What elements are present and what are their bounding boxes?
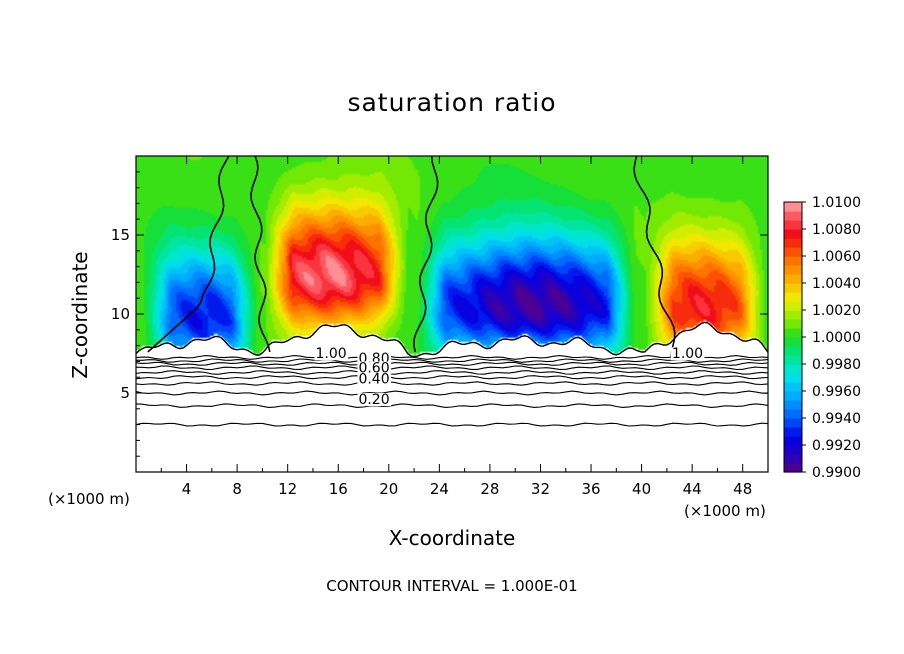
colorbar-label: 0.9920 bbox=[812, 438, 861, 454]
contour-line bbox=[136, 361, 768, 366]
colorbar-label: 1.0000 bbox=[812, 330, 861, 346]
y-tick-label: 10 bbox=[111, 305, 130, 323]
colorbar-label: 1.0040 bbox=[812, 276, 861, 292]
contour-lines bbox=[136, 156, 768, 427]
x-tick-label: 44 bbox=[683, 480, 702, 498]
colorbar: 1.0100 1.0080 1.0060 1.0040 1.0020 1.0000 0.99… bbox=[783, 195, 861, 481]
x-axis-label: X-coordinate bbox=[388, 526, 516, 550]
colorbar-label: 1.0020 bbox=[812, 303, 861, 319]
contour-line bbox=[136, 365, 768, 371]
x-tick-label: 4 bbox=[182, 480, 192, 498]
contour-line bbox=[633, 156, 676, 359]
colorbar-band bbox=[784, 229, 802, 239]
colorbar-band bbox=[784, 373, 802, 383]
x-tick-label: 24 bbox=[430, 480, 449, 498]
chart-title: saturation ratio bbox=[347, 88, 557, 117]
colorbar-band bbox=[784, 283, 802, 293]
colorbar-band bbox=[784, 355, 802, 365]
contour-label-mask bbox=[670, 347, 705, 361]
colorbar-band bbox=[784, 445, 802, 455]
saturation-field bbox=[136, 156, 768, 472]
colorbar-label: 0.9940 bbox=[812, 411, 861, 427]
y-axis-ticks: 5 10 15 bbox=[111, 171, 768, 457]
colorbar-band bbox=[784, 346, 802, 356]
colorbar-band bbox=[784, 256, 802, 266]
plot-frame bbox=[135, 155, 769, 473]
y-tick-label: 15 bbox=[111, 226, 130, 244]
colorbar-label: 0.9900 bbox=[812, 465, 861, 481]
contour-line bbox=[136, 390, 768, 396]
colorbar-band bbox=[784, 265, 802, 275]
colorbar-label: 1.0080 bbox=[812, 222, 861, 238]
contour-label-mask bbox=[357, 372, 392, 386]
colorbar-band bbox=[784, 409, 802, 419]
contour-label: 0.20 bbox=[358, 392, 389, 408]
y-axis-label: Z-coordinate bbox=[68, 251, 92, 379]
colorbar-band bbox=[784, 391, 802, 401]
x-tick-label: 20 bbox=[379, 480, 398, 498]
colorbar-band bbox=[784, 202, 802, 212]
contour-line bbox=[136, 403, 768, 408]
x-tick-label: 36 bbox=[581, 480, 600, 498]
colorbar-band bbox=[784, 211, 802, 221]
contour-label: 1.00 bbox=[315, 346, 346, 362]
contour-line bbox=[147, 156, 230, 353]
contour-label: 0.80 bbox=[358, 351, 389, 367]
colorbar-band bbox=[784, 238, 802, 248]
contour-label-mask bbox=[357, 351, 392, 365]
contour-label-mask bbox=[314, 347, 349, 361]
x-tick-label: 12 bbox=[278, 480, 297, 498]
colorbar-band bbox=[784, 454, 802, 464]
x-axis-ticks: 4 8 12 16 20 24 28 32 36 40 44 48 bbox=[160, 156, 752, 498]
colorbar-band bbox=[784, 274, 802, 284]
contour-line bbox=[250, 156, 271, 353]
colorbar-band bbox=[784, 400, 802, 410]
x-tick-label: 48 bbox=[733, 480, 752, 498]
contour-line bbox=[136, 370, 768, 375]
colorbar-band bbox=[784, 292, 802, 302]
colorbar-band bbox=[784, 382, 802, 392]
colorbar-band bbox=[784, 418, 802, 428]
y-tick-label: 5 bbox=[120, 384, 130, 402]
colorbar-label: 1.0100 bbox=[812, 195, 861, 211]
colorbar-band bbox=[784, 328, 802, 338]
x-tick-label: 28 bbox=[480, 480, 499, 498]
colorbar-band bbox=[784, 220, 802, 230]
colorbar-band bbox=[784, 247, 802, 257]
x-tick-label: 40 bbox=[632, 480, 651, 498]
colorbar-band bbox=[784, 364, 802, 374]
colorbar-band bbox=[784, 319, 802, 329]
contour-line bbox=[413, 156, 439, 353]
x-tick-label: 32 bbox=[531, 480, 550, 498]
colorbar-band bbox=[784, 463, 802, 473]
x-unit-label-right: (×1000 m) bbox=[684, 502, 766, 520]
colorbar-band bbox=[784, 427, 802, 437]
contour-interval-note: CONTOUR INTERVAL = 1.000E-01 bbox=[326, 577, 578, 595]
contour-line bbox=[136, 321, 768, 358]
colorbar-label: 0.9960 bbox=[812, 384, 861, 400]
colorbar-band bbox=[784, 310, 802, 320]
contour-line bbox=[136, 358, 768, 363]
contour-label-mask bbox=[357, 393, 392, 407]
contour-label: 1.00 bbox=[672, 346, 703, 362]
contour-line bbox=[136, 375, 768, 380]
colorbar-band bbox=[784, 337, 802, 347]
contour-label: 0.40 bbox=[358, 372, 389, 388]
contour-line bbox=[136, 422, 768, 427]
colorbar-label: 1.0060 bbox=[812, 249, 861, 265]
x-tick-label: 16 bbox=[329, 480, 348, 498]
colorbar-frame bbox=[783, 201, 803, 473]
x-tick-label: 8 bbox=[232, 480, 242, 498]
colorbar-band bbox=[784, 436, 802, 446]
colorbar-label: 0.9980 bbox=[812, 357, 861, 373]
contour-label-mask bbox=[357, 361, 392, 375]
contour-label: 0.60 bbox=[358, 360, 389, 376]
colorbar-band bbox=[784, 301, 802, 311]
contour-line bbox=[136, 355, 768, 360]
x-unit-label-left: (×1000 m) bbox=[48, 490, 130, 508]
contour-labels: 1.00 1.00 0.800.600.40 0.20 bbox=[314, 346, 705, 408]
contour-line bbox=[136, 381, 768, 386]
